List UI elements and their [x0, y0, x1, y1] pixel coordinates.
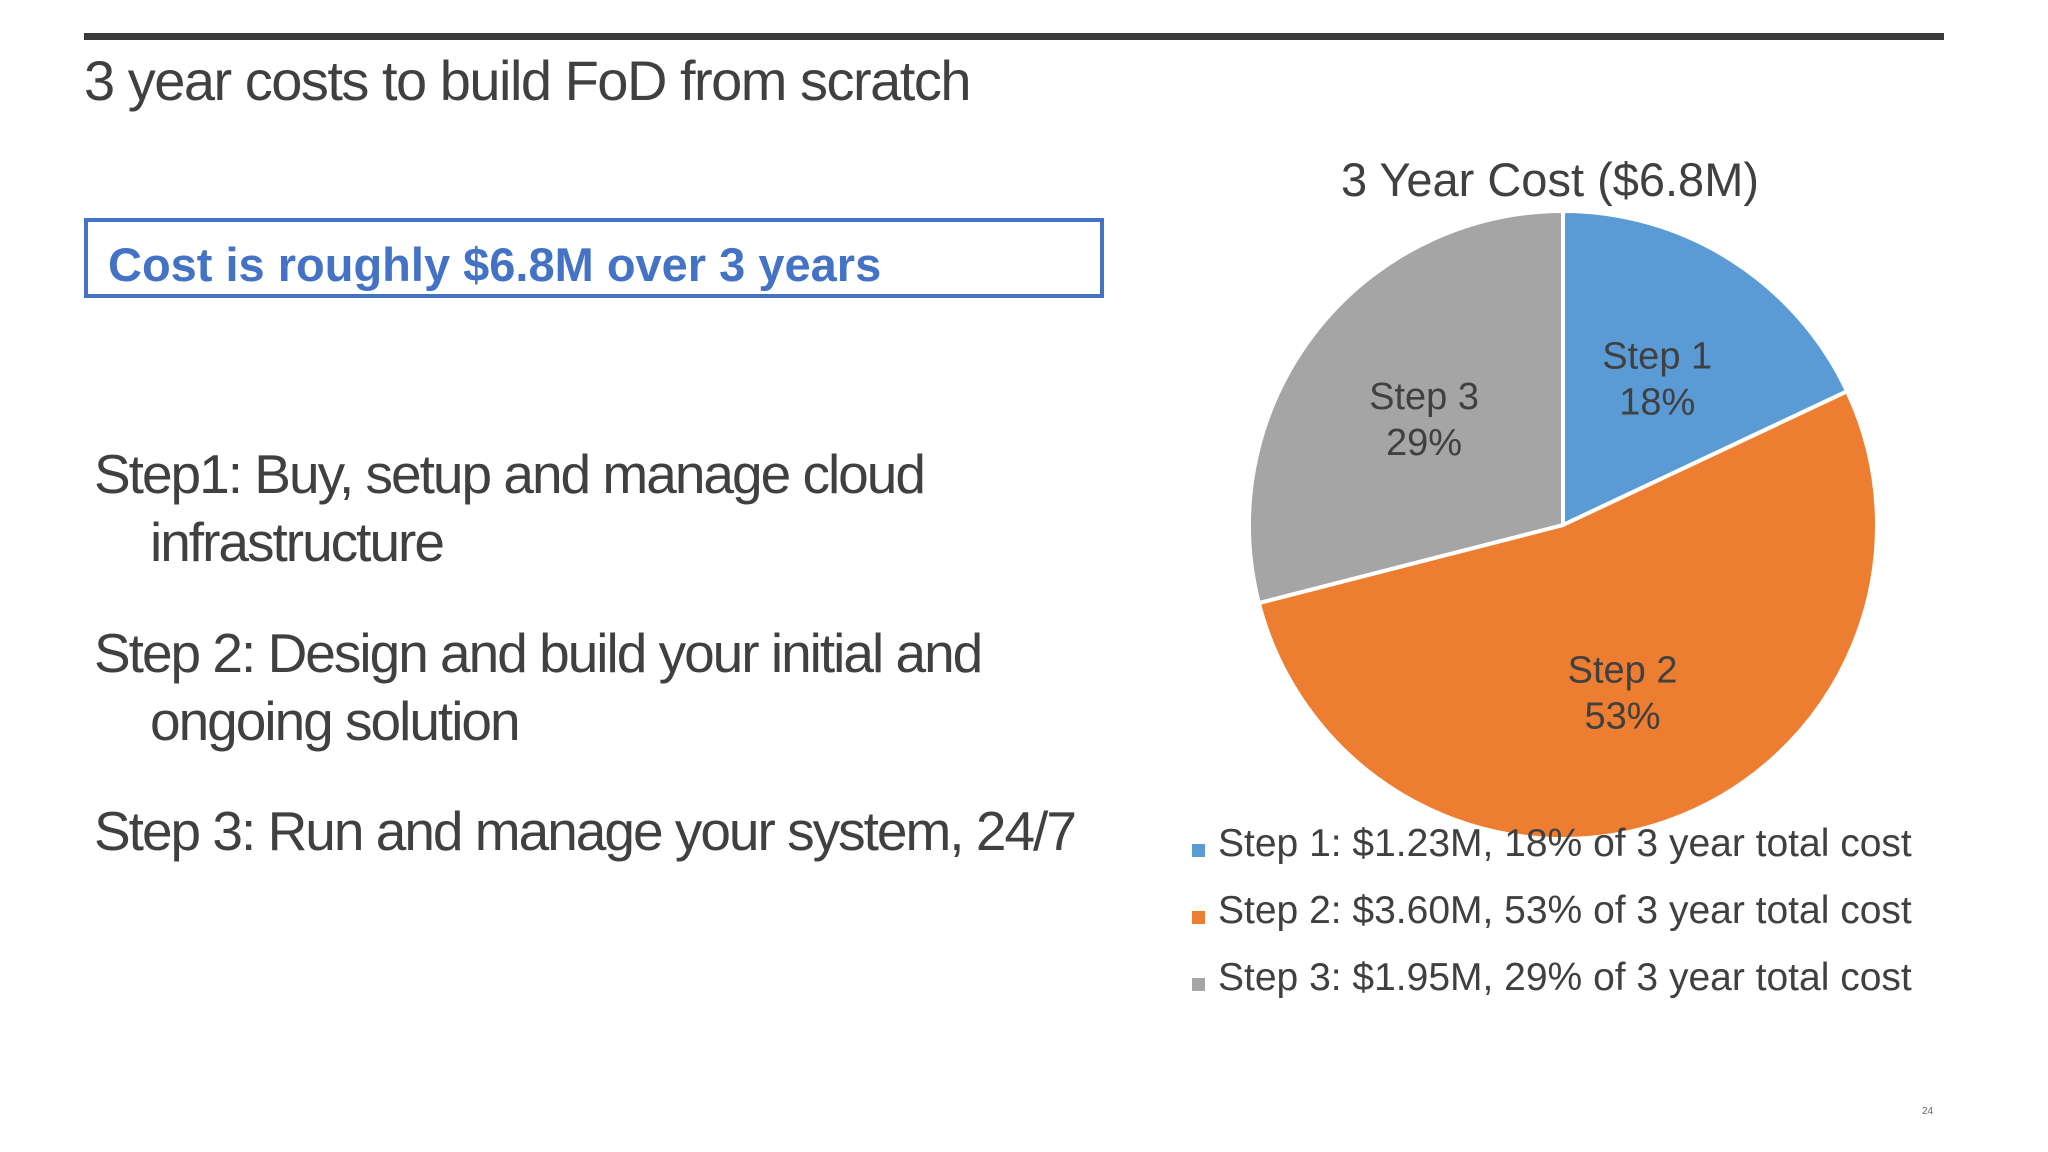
step-3-line1: Run and manage your system, 24/7 — [254, 800, 1077, 862]
legend-text-step-3: Step 3: $1.95M, 29% of 3 year total cost — [1218, 956, 1912, 999]
step-3-description: Step 3: Run and manage your system, 24/7 — [94, 797, 1174, 865]
cost-callout-box: Cost is roughly $6.8M over 3 years — [84, 218, 1104, 298]
legend-text-step-2: Step 2: $3.60M, 53% of 3 year total cost — [1218, 889, 1912, 932]
step-1-description: Step1: Buy, setup and manage cloud infra… — [94, 440, 1174, 576]
pie-slice-2 — [1256, 388, 1879, 841]
step-2-separator: : — [241, 622, 256, 684]
step-1-line1: Buy, setup and manage cloud — [241, 443, 926, 505]
step-1-heading: Step1 — [94, 443, 230, 505]
cost-callout-text: Cost is roughly $6.8M over 3 years — [108, 238, 882, 291]
legend-swatch-step-2 — [1192, 911, 1205, 924]
legend-swatch-step-1 — [1192, 844, 1205, 857]
title-rule — [84, 33, 1944, 40]
pie-label-2: Step 2 53% — [1568, 649, 1678, 737]
legend-text-step-1: Step 1: $1.23M, 18% of 3 year total cost — [1218, 822, 1912, 865]
pie-label-1: Step 1 18% — [1602, 336, 1712, 424]
step-3-separator: : — [241, 800, 256, 862]
pie-chart: Step 1 18% Step 2 53% Step 3 29% — [1247, 208, 1879, 841]
page-number: 24 — [1922, 1106, 1934, 1117]
step-2-line2: ongoing solution — [150, 690, 521, 752]
step-2-heading: Step 2 — [94, 622, 243, 684]
chart-title: 3 Year Cost ($6.8M) — [1341, 153, 1759, 206]
pie-label-3: Step 3 29% — [1369, 376, 1479, 464]
pie-slice-3 — [1247, 208, 1565, 606]
step-2-line1: Design and build your initial and — [254, 622, 984, 684]
legend-swatch-step-3 — [1192, 978, 1205, 991]
pie-slice-1 — [1561, 208, 1850, 529]
step-1-separator: : — [227, 443, 243, 505]
step-3-heading: Step 3 — [94, 800, 243, 862]
step-1-line2: infrastructure — [150, 511, 445, 573]
page-title: 3 year costs to build FoD from scratch — [84, 49, 972, 112]
step-2-description: Step 2: Design and build your initial an… — [94, 619, 1174, 755]
